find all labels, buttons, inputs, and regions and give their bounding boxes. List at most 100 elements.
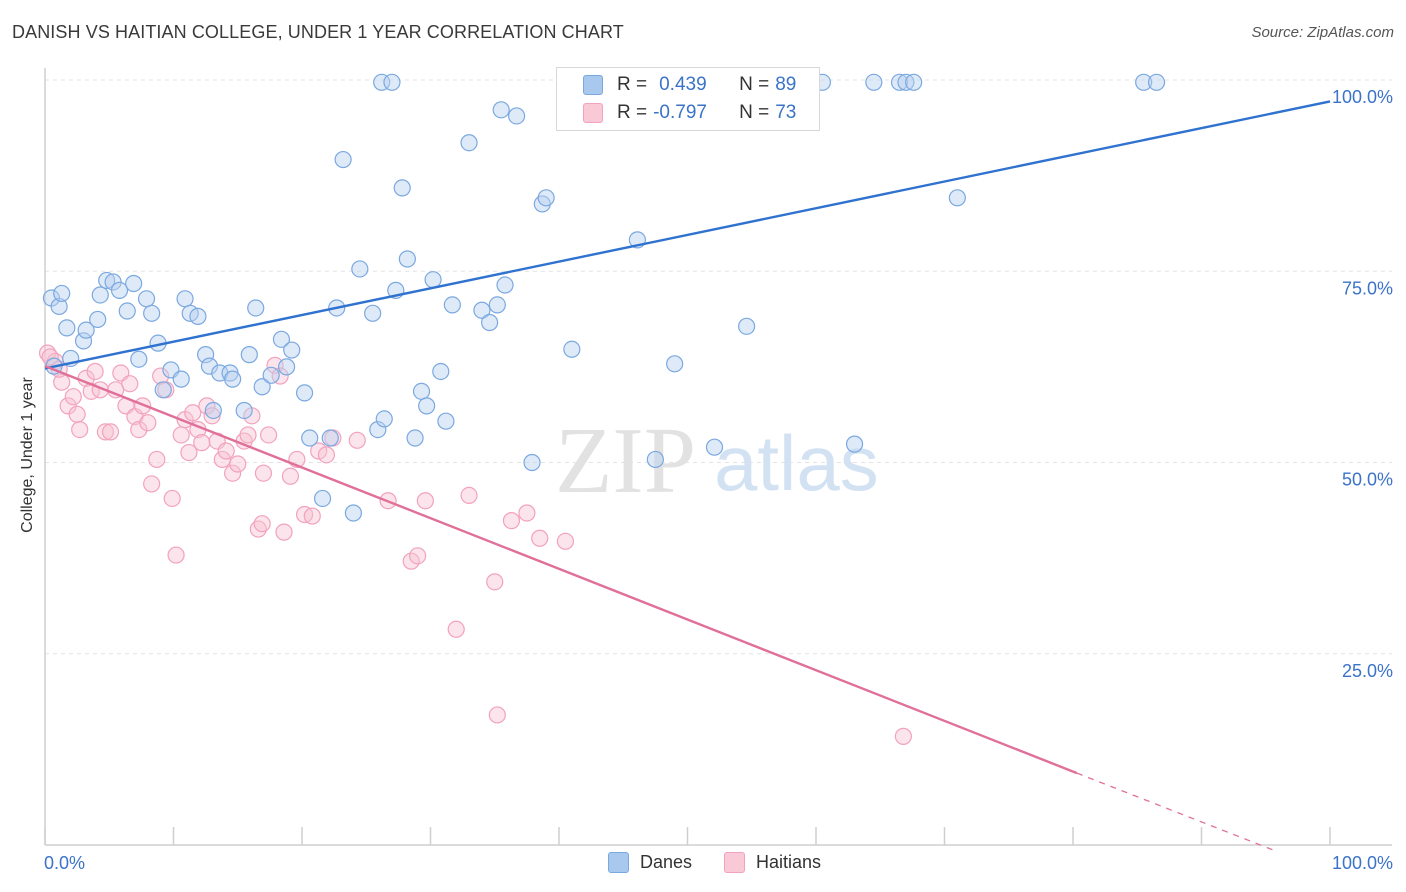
danes-point-27 [204,401,222,420]
haitians-point-43 [254,464,273,482]
haitians-point-70 [68,405,86,423]
haitians-point-48 [281,467,300,485]
haitians-point-10 [96,423,114,441]
haitians-point-37 [224,464,242,482]
haitians-point-4 [64,388,82,406]
haitians-point-17 [130,421,148,439]
danes-point-13 [118,302,136,320]
haitians-point-2 [53,373,71,391]
legend-row-haitians: R = -0.797 N = 73 [583,101,796,125]
danes-trend-line [44,100,1331,370]
danes-point-67 [507,107,526,125]
haitians-r-label: R = [617,102,648,123]
danes-r-value: 0.439 [659,74,707,95]
danes-point-36 [272,330,291,348]
danes-point-41 [313,489,332,508]
danes-point-47 [364,304,382,322]
x-tick-label-100: 100.0% [1332,853,1393,873]
danes-point-40 [301,429,319,447]
x-tick-label-0: 0.0% [44,853,85,873]
danes-point-80 [845,435,864,453]
danes-point-66 [492,101,510,119]
stats-legend: R = 0.439 N = 89 R = -0.797 N = 73 [556,67,820,131]
haitians-point-31 [193,434,211,452]
danes-point-17 [143,304,161,322]
danes-point-61 [460,134,478,152]
haitians-point-64 [531,529,549,547]
danes-point-64 [488,296,506,314]
tick-labels: 25.0% 50.0% 75.0% 100.0% 0.0% 100.0% [44,87,1393,873]
danes-point-59 [437,412,455,430]
danes-point-71 [563,340,581,358]
danes-point-78 [738,317,756,335]
danes-point-50 [375,410,393,428]
danes-point-37 [277,358,296,376]
haitians-n-label: N = [739,102,770,123]
danes-points [42,73,1166,522]
danes-point-30 [224,370,242,388]
danes-point-62 [473,301,491,319]
danes-point-16 [137,290,156,308]
haitians-r-value: -0.797 [653,102,707,123]
danes-point-6 [74,332,93,350]
danes-point-68 [523,453,541,472]
y-tick-label-100: 100.0% [1332,87,1393,107]
haitians-point-24 [163,489,181,508]
danes-point-44 [334,150,352,169]
danes-r-label: R = [617,74,648,95]
haitians-point-38 [229,455,247,473]
haitians-point-29 [184,404,202,422]
danes-point-74 [646,450,664,469]
haitians-point-68 [41,348,59,366]
danes-point-10 [98,271,116,290]
haitians-point-11 [101,423,120,441]
haitians-point-15 [121,375,139,393]
danes-point-58 [432,362,450,381]
source-note: Source: ZipAtlas.com [1251,24,1394,41]
danes-point-84 [905,73,923,91]
danes-point-7 [77,321,95,339]
y-tick-label-75: 75.0% [1342,278,1393,298]
danes-point-86 [1135,73,1153,91]
danes-point-31 [235,401,253,420]
danes-point-88 [383,73,401,91]
danes-point-82 [890,73,909,91]
danes-point-52 [393,179,411,197]
danes-point-38 [283,341,301,359]
danes-point-55 [412,382,431,400]
danes-swatch [583,75,603,95]
legend-row-danes: R = 0.439 N = 89 [583,73,796,97]
chart-title: DANISH VS HAITIAN COLLEGE, UNDER 1 YEAR … [12,22,624,42]
haitians-point-61 [486,573,504,591]
haitians-point-51 [303,507,321,525]
danes-point-15 [130,350,148,368]
danes-point-4 [58,319,76,337]
haitians-point-21 [148,450,166,469]
danes-point-34 [253,378,271,396]
haitians-point-60 [460,486,478,504]
haitians-point-8 [86,362,104,381]
haitians-legend-swatch [724,852,746,873]
haitians-point-53 [317,446,336,464]
watermark-zip: ZIP [555,409,696,513]
danes-n-label: N = [739,74,770,95]
danes-point-9 [91,286,109,304]
danes-n-value: 89 [775,74,797,95]
haitians-n-value: 73 [775,102,797,123]
danes-point-46 [351,260,369,278]
haitians-point-25 [167,546,185,564]
haitians-point-58 [416,492,434,510]
danes-point-81 [865,73,883,91]
danes-legend-swatch [608,852,629,873]
haitians-point-52 [310,442,328,460]
haitians-point-36 [217,442,235,460]
watermark: ZIP atlas [555,409,879,513]
haitians-trend-extension [1076,772,1277,852]
haitians-point-71 [253,515,271,533]
haitians-point-46 [271,367,289,385]
haitians-point-20 [143,475,161,493]
danes-point-3 [53,284,71,303]
danes-point-48 [369,421,387,439]
grid-lines [45,79,1392,655]
